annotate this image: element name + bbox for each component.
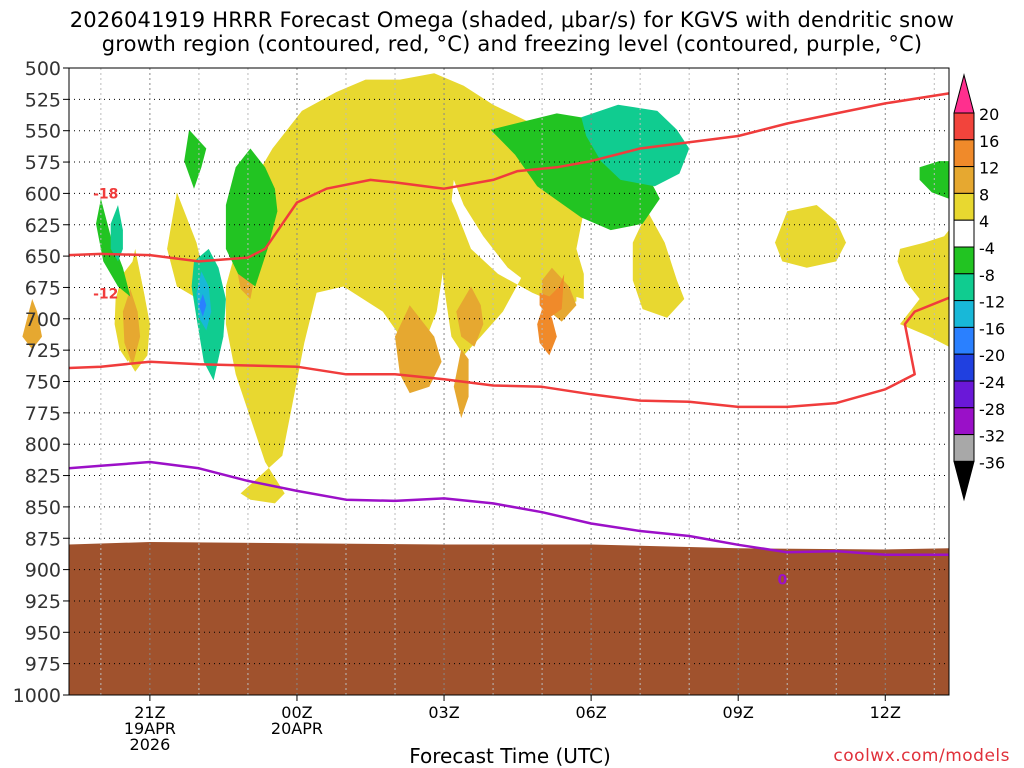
colorbar-swatch-9: [953, 326, 975, 355]
chart-title-line-2: growth region (contoured, red, °C) and f…: [101, 32, 923, 56]
x-tick-label-03Z-0: 03Z: [428, 703, 459, 722]
contour-lines: -18 -12 0: [68, 92, 950, 589]
x-tick-label-21Z-2: 2026: [130, 735, 171, 754]
colorbar-swatch-1: [953, 112, 975, 141]
y-tick-label-800: 800: [25, 434, 61, 456]
dgz-contour-m18-label: -18: [93, 186, 118, 202]
omega-shading: [22, 73, 949, 504]
x-tick-label-00Z-0: 00Z: [281, 703, 312, 722]
freezing-level-contour-label: 0: [777, 573, 787, 589]
y-tick-label-625: 625: [25, 215, 61, 237]
y-tick-label-675: 675: [25, 277, 61, 299]
omega-shade-1-1: [456, 286, 484, 347]
chart-title-line-1: 2026041919 HRRR Forecast Omega (shaded, …: [69, 8, 955, 32]
y-tick-label-850: 850: [25, 497, 61, 519]
colorbar-label-13: -36: [979, 453, 1005, 472]
colorbar-swatch-4: [953, 192, 975, 221]
x-tick-label-21Z-0: 21Z: [134, 703, 165, 722]
y-tick-label-825: 825: [25, 466, 61, 488]
colorbar-swatch-6: [953, 246, 975, 275]
y-tick-label-950: 950: [25, 622, 61, 644]
dgz-contour-m18-line: [68, 92, 950, 263]
y-tick-label-700: 700: [25, 309, 61, 331]
colorbar-label-1: 16: [979, 132, 999, 151]
colorbar-swatch-11: [953, 380, 975, 409]
colorbar-label-0: 20: [979, 105, 999, 124]
x-tick-label-09Z-0: 09Z: [723, 703, 754, 722]
freezing-level-contour-line: [68, 460, 949, 557]
y-tick-label-600: 600: [25, 183, 61, 205]
omega-shade-3-0: [225, 148, 278, 287]
omega-shade-1-5: [395, 305, 442, 394]
y-tick-label-875: 875: [25, 528, 61, 550]
colorbar-label-12: -32: [979, 427, 1005, 446]
terrain-fill: [69, 542, 949, 695]
omega-shade-2-1: [537, 309, 557, 356]
source-credit: coolwx.com/models: [833, 746, 1010, 766]
y-tick-label-525: 525: [25, 89, 61, 111]
y-tick-label-550: 550: [25, 121, 61, 143]
colorbar-swatch-13: [953, 434, 975, 462]
colorbar-swatch-2: [953, 139, 975, 168]
y-tick-label-975: 975: [25, 654, 61, 676]
x-tick-label-21Z-1: 19APR: [124, 719, 176, 738]
colorbar-swatch-8: [953, 300, 975, 328]
omega-shade-0-1: [225, 73, 587, 504]
colorbar-swatch-10: [953, 353, 975, 382]
colorbar-label-9: -20: [979, 346, 1005, 365]
omega-shade-4-2: [581, 104, 690, 187]
colorbar-swatch-7: [953, 273, 975, 302]
dgz-contour-m12-label: -12: [93, 287, 118, 303]
omega-shade-2-0: [539, 273, 565, 318]
y-tick-label-750: 750: [25, 372, 61, 394]
colorbar-swatch-3: [953, 166, 975, 194]
y-tick-label-725: 725: [25, 340, 61, 362]
colorbar-label-4: 4: [979, 212, 989, 231]
colorbar-bottom-arrow: [953, 460, 975, 502]
omega-shade-0-5: [632, 211, 685, 318]
colorbar-swatch-12: [953, 407, 975, 436]
colorbar-label-7: -12: [979, 293, 1005, 312]
omega-shade-1-0: [122, 289, 141, 366]
y-tick-label-650: 650: [25, 246, 61, 268]
colorbar-swatch-5: [953, 219, 975, 248]
x-tick-label-06Z-0: 06Z: [575, 703, 606, 722]
colorbar-top-arrow: [953, 73, 975, 114]
colorbar-label-5: -4: [979, 239, 995, 258]
x-tick-label-12Z-0: 12Z: [870, 703, 901, 722]
y-tick-label-500: 500: [25, 58, 61, 80]
colorbar-label-10: -24: [979, 373, 1005, 392]
y-axis: 500 525 550 575 600 625 650 675 700 725 750 775 800 8…: [13, 58, 69, 707]
omega-shade-3-2: [184, 129, 207, 189]
colorbar-label-3: 8: [979, 185, 989, 204]
omega-shade-1-6: [22, 299, 42, 350]
colorbar-label-6: -8: [979, 266, 995, 285]
x-tick-label-00Z-1: 20APR: [271, 719, 323, 738]
y-tick-label-900: 900: [25, 560, 61, 582]
y-tick-label-575: 575: [25, 152, 61, 174]
omega-shade-6-0: [198, 294, 207, 317]
omega-shade-0-6: [775, 205, 846, 268]
dgz-contour-m12-line: [68, 296, 950, 409]
colorbar-label-11: -28: [979, 400, 1005, 419]
y-tick-label-1000: 1000: [13, 685, 61, 707]
colorbar-label-2: 12: [979, 159, 999, 178]
y-tick-label-925: 925: [25, 591, 61, 613]
omega-shade-1-4: [453, 349, 469, 419]
colorbar: 20 16 12 8 4 -4 -8 -12 -16 -20 -24 -28 -32 -36: [953, 73, 1005, 502]
omega-shade-4-1: [110, 205, 123, 262]
x-axis-title: Forecast Time (UTC): [409, 744, 611, 768]
terrain: [69, 542, 949, 695]
colorbar-label-8: -16: [979, 319, 1005, 338]
y-tick-label-775: 775: [25, 403, 61, 425]
